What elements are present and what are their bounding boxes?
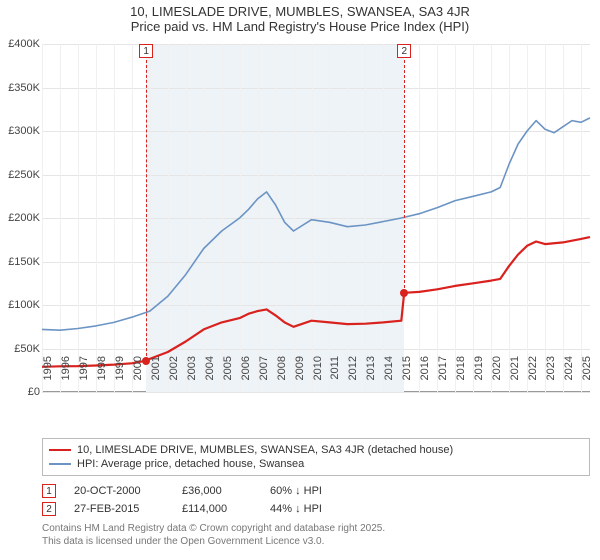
x-tick-label: 2011 [329, 356, 341, 396]
x-tick-label: 1997 [78, 356, 90, 396]
legend-label: 10, LIMESLADE DRIVE, MUMBLES, SWANSEA, S… [77, 444, 453, 456]
sale-date: 27-FEB-2015 [74, 503, 164, 515]
legend: 10, LIMESLADE DRIVE, MUMBLES, SWANSEA, S… [42, 438, 590, 476]
y-tick-label: £50K [0, 343, 40, 355]
x-tick-label: 2009 [294, 356, 306, 396]
sale-marker-dot [142, 357, 150, 365]
footer-line-2: This data is licensed under the Open Gov… [42, 535, 590, 548]
series-hpi [42, 118, 590, 330]
y-tick-label: £100K [0, 299, 40, 311]
sale-price: £36,000 [182, 485, 252, 497]
x-tick-label: 2019 [473, 356, 485, 396]
x-tick-label: 2022 [527, 356, 539, 396]
legend-swatch [49, 463, 71, 465]
sale-price: £114,000 [182, 503, 252, 515]
y-tick-label: £350K [0, 82, 40, 94]
sale-marker-box: 2 [397, 44, 411, 58]
sale-row-marker: 1 [42, 484, 56, 498]
y-tick-label: £400K [0, 38, 40, 50]
x-tick-label: 1999 [114, 356, 126, 396]
x-tick-label: 2020 [491, 356, 503, 396]
footer-line-1: Contains HM Land Registry data © Crown c… [42, 522, 590, 535]
chart-area: £0£50K£100K£150K£200K£250K£300K£350K£400… [42, 44, 590, 392]
x-tick-label: 2010 [312, 356, 324, 396]
sale-marker-dash [404, 60, 405, 293]
sales-table: 1 20-OCT-2000 £36,000 60% ↓ HPI 2 27-FEB-2015… [42, 482, 590, 518]
x-tick-label: 2007 [258, 356, 270, 396]
sale-row: 1 20-OCT-2000 £36,000 60% ↓ HPI [42, 482, 590, 500]
x-tick-label: 2002 [168, 356, 180, 396]
x-tick-label: 1995 [42, 356, 54, 396]
x-tick-label: 2021 [509, 356, 521, 396]
x-tick-label: 2008 [276, 356, 288, 396]
footer: Contains HM Land Registry data © Crown c… [42, 522, 590, 548]
sale-marker-dash [146, 60, 147, 361]
x-tick-label: 2003 [186, 356, 198, 396]
title-block: 10, LIMESLADE DRIVE, MUMBLES, SWANSEA, S… [0, 0, 600, 36]
x-tick-label: 2024 [563, 356, 575, 396]
y-tick-label: £150K [0, 256, 40, 268]
sale-row: 2 27-FEB-2015 £114,000 44% ↓ HPI [42, 500, 590, 518]
sale-delta: 60% ↓ HPI [270, 485, 350, 497]
x-tick-label: 2014 [383, 356, 395, 396]
x-tick-label: 2025 [581, 356, 593, 396]
x-tick-label: 2018 [455, 356, 467, 396]
sale-date: 20-OCT-2000 [74, 485, 164, 497]
series-property [42, 237, 590, 367]
y-tick-label: £200K [0, 212, 40, 224]
x-tick-label: 2023 [545, 356, 557, 396]
y-tick-label: £300K [0, 125, 40, 137]
x-tick-label: 2017 [437, 356, 449, 396]
x-tick-label: 2004 [204, 356, 216, 396]
x-tick-label: 2005 [222, 356, 234, 396]
plot-region: £0£50K£100K£150K£200K£250K£300K£350K£400… [42, 44, 590, 392]
chart-title: 10, LIMESLADE DRIVE, MUMBLES, SWANSEA, S… [0, 4, 600, 19]
legend-row: HPI: Average price, detached house, Swan… [49, 457, 583, 471]
x-tick-label: 2015 [401, 356, 413, 396]
sale-marker-dot [400, 289, 408, 297]
x-tick-label: 2012 [347, 356, 359, 396]
legend-row: 10, LIMESLADE DRIVE, MUMBLES, SWANSEA, S… [49, 443, 583, 457]
legend-swatch [49, 449, 71, 451]
x-tick-label: 2013 [365, 356, 377, 396]
x-tick-label: 2006 [240, 356, 252, 396]
x-tick-label: 1998 [96, 356, 108, 396]
y-tick-label: £250K [0, 169, 40, 181]
sale-marker-box: 1 [139, 44, 153, 58]
sale-delta: 44% ↓ HPI [270, 503, 350, 515]
line-layer [42, 44, 590, 392]
sale-row-marker: 2 [42, 502, 56, 516]
chart-subtitle: Price paid vs. HM Land Registry's House … [0, 19, 600, 34]
legend-label: HPI: Average price, detached house, Swan… [77, 458, 304, 470]
x-tick-label: 1996 [60, 356, 72, 396]
bottom-block: 10, LIMESLADE DRIVE, MUMBLES, SWANSEA, S… [42, 438, 590, 548]
x-tick-label: 2016 [419, 356, 431, 396]
chart-container: 10, LIMESLADE DRIVE, MUMBLES, SWANSEA, S… [0, 0, 600, 560]
y-tick-label: £0 [0, 386, 40, 398]
x-tick-label: 2001 [150, 356, 162, 396]
